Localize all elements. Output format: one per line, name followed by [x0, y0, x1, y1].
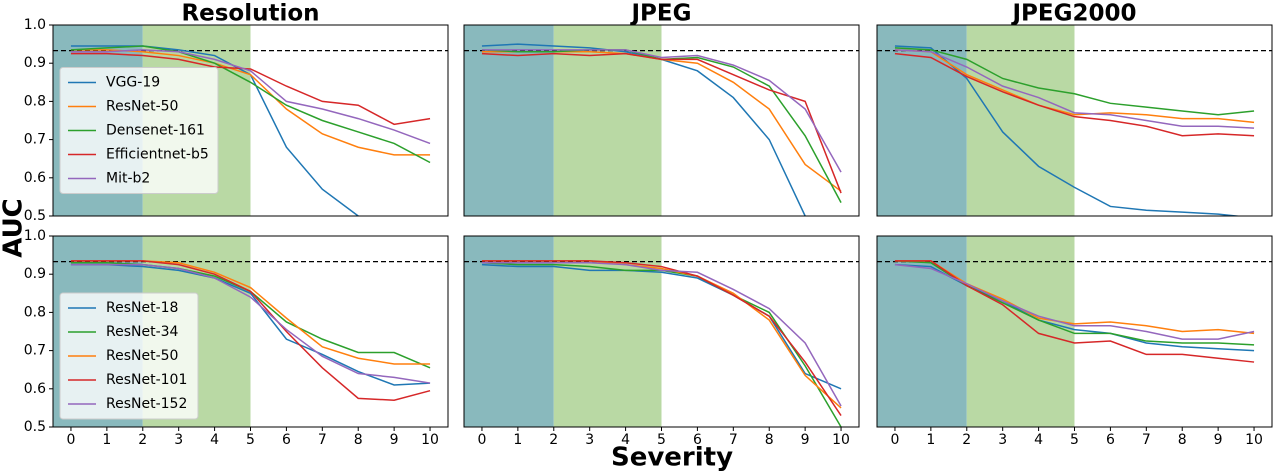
x-tick-label: 6: [282, 432, 291, 448]
x-tick-label: 4: [621, 432, 630, 448]
y-tick-label: 0.8: [24, 304, 46, 320]
series-line: [894, 52, 1255, 137]
y-tick-label: 0.9: [24, 266, 46, 282]
series-line: [481, 260, 842, 416]
series-line: [70, 260, 431, 402]
x-tick-label: 4: [1034, 432, 1043, 448]
y-tick-label: 0.6: [24, 170, 46, 186]
x-tick-label: 8: [765, 432, 774, 448]
legend-label: Efficientnet-b5: [106, 147, 209, 163]
x-tick-label: 2: [138, 432, 147, 448]
x-tick-label: 0: [890, 432, 899, 448]
x-tick-label: 3: [998, 432, 1007, 448]
legend-label: Mit-b2: [106, 171, 150, 187]
legend-label: ResNet-50: [106, 99, 178, 115]
series-line: [70, 49, 431, 145]
y-tick-label: 1.0: [24, 228, 46, 244]
series-line: [481, 261, 842, 407]
x-tick-label: 4: [210, 432, 219, 448]
series-line: [70, 263, 431, 384]
x-tick-label: 2: [549, 432, 558, 448]
legend-label: Densenet-161: [106, 123, 205, 139]
x-tick-label: 9: [801, 432, 810, 448]
legend-label: ResNet-18: [106, 300, 178, 316]
x-tick-label: 7: [1142, 432, 1151, 448]
plot-area: [877, 236, 1272, 427]
shaded-region: [464, 25, 554, 216]
plot-frame: [52, 24, 449, 217]
series-line: [894, 260, 1255, 335]
series-line: [70, 263, 431, 386]
series-line: [894, 47, 1255, 116]
series-line: [894, 263, 1255, 340]
x-tick-label: 0: [66, 432, 75, 448]
x-tick-label: 2: [962, 432, 971, 448]
legend-label: ResNet-101: [106, 372, 187, 388]
shaded-region: [966, 25, 1075, 216]
y-tick-label: 0.6: [24, 381, 46, 397]
x-tick-label: 9: [1214, 432, 1223, 448]
x-tick-label: 1: [513, 432, 522, 448]
x-tick-label: 7: [318, 432, 327, 448]
x-tick-label: 0: [477, 432, 486, 448]
y-axis-label: AUC: [0, 198, 29, 258]
shaded-region: [464, 236, 554, 427]
y-tick-label: 0.7: [24, 132, 46, 148]
plot-area: [877, 25, 1272, 216]
legend-box: [59, 67, 219, 194]
plot-frame: [463, 24, 860, 217]
x-tick-label: 3: [585, 432, 594, 448]
x-tick-label: 7: [729, 432, 738, 448]
series-line: [481, 49, 842, 173]
legend-box: [59, 292, 199, 420]
plot-frame: [876, 24, 1273, 217]
series-line: [70, 45, 431, 164]
x-tick-label: 10: [421, 432, 439, 448]
y-tick-label: 0.5: [24, 208, 46, 224]
x-tick-label: 8: [354, 432, 363, 448]
series-line: [894, 45, 1244, 216]
x-tick-label: 5: [1070, 432, 1079, 448]
x-tick-label: 8: [1178, 432, 1187, 448]
legend-label: VGG-19: [106, 75, 160, 91]
x-tick-label: 9: [390, 432, 399, 448]
y-tick-label: 0.9: [24, 55, 46, 71]
series-line: [70, 52, 431, 126]
x-tick-label: 6: [1106, 432, 1115, 448]
shaded-region: [877, 236, 967, 427]
y-tick-label: 0.5: [24, 419, 46, 435]
plot-area: [464, 236, 859, 427]
panel-title: JPEG: [629, 1, 691, 27]
series-line: [894, 49, 1255, 129]
x-tick-label: 10: [1245, 432, 1263, 448]
x-tick-label: 10: [832, 432, 850, 448]
plot-area: [464, 25, 859, 216]
series-line: [481, 263, 842, 390]
x-tick-label: 6: [693, 432, 702, 448]
series-line: [894, 260, 1255, 363]
shaded-region: [877, 25, 967, 216]
y-tick-label: 0.8: [24, 93, 46, 109]
series-line: [894, 49, 1255, 124]
x-tick-label: 5: [657, 432, 666, 448]
legend-label: ResNet-34: [106, 324, 179, 340]
series-line: [481, 52, 842, 194]
legend-label: ResNet-50: [106, 348, 178, 364]
x-axis-label: Severity: [611, 443, 733, 473]
legend-label: ResNet-152: [106, 396, 187, 412]
y-tick-label: 0.7: [24, 343, 46, 359]
panel-title: Resolution: [181, 1, 319, 27]
x-tick-label: 5: [246, 432, 255, 448]
x-tick-label: 3: [174, 432, 183, 448]
panel-title: JPEG2000: [1010, 1, 1136, 27]
y-tick-label: 1.0: [24, 17, 46, 33]
shaded-region: [966, 236, 1075, 427]
x-tick-label: 1: [102, 432, 111, 448]
x-tick-label: 1: [926, 432, 935, 448]
